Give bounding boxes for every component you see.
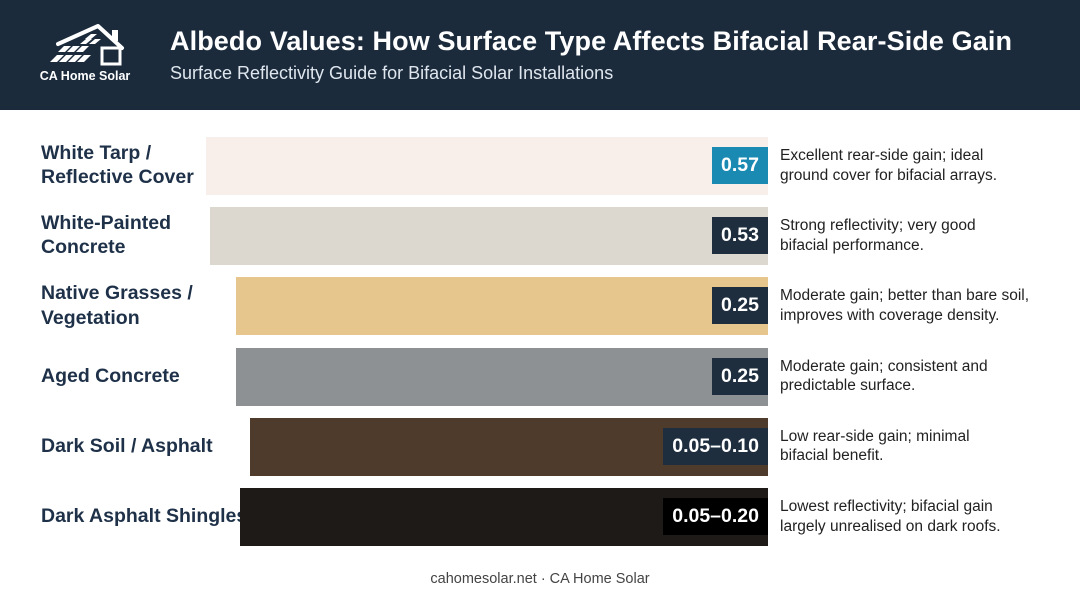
row-description-line: Moderate gain; consistent and [780,357,988,375]
value-label: 0.57 [712,147,768,184]
row-description: Excellent rear-side gain; ideal ground co… [780,137,1070,195]
row-description-line: Lowest reflectivity; bifacial gain [780,498,993,515]
row-description-line: improves with coverage density. [780,307,1000,325]
logo[interactable]: CA Home Solar [30,20,140,90]
category-label: Dark Asphalt Shingles [41,488,256,546]
chart-row: White Tarp / Reflective Cover 0.57 Excellen… [0,137,1080,195]
chart-row: Native Grasses / Vegetation 0.25 Moderate g… [0,277,1080,336]
row-description-line: Excellent rear-side gain; ideal [780,147,984,164]
category-label: Native Grasses / Vegetation [41,277,256,335]
category-label-line: Vegetation [41,306,140,329]
category-label-line: Dark Asphalt Shingles [41,505,248,527]
row-description-line: Moderate gain; better than bare soil, [780,287,1030,305]
row-description: Strong reflectivity; very good bifacial p… [780,207,1070,265]
category-label-line: Aged Concrete [41,364,180,387]
page-title: Albedo Values: How Surface Type Affects … [170,26,1013,56]
category-label: Dark Soil / Asphalt [41,418,256,476]
category-label-line: Reflective Cover [41,166,194,189]
chart-row: Dark Asphalt Shingles 0.05–0.20 Lowest ref… [0,488,1080,546]
chart-row: Dark Soil / Asphalt 0.05–0.10 Low rear-sid… [0,417,1080,476]
value-label: 0.25 [712,357,768,395]
solar-house-icon [50,24,124,66]
row-description-line: largely unrealised on dark roofs. [780,517,1001,535]
category-label-line: Dark Soil / Asphalt [41,434,213,457]
albedo-bar: 0.53 [209,207,768,266]
chart-row: White-Painted Concrete 0.53 Strong reflecti… [0,207,1080,266]
row-description-line: bifacial benefit. [780,447,884,465]
page-subtitle: Surface Reflectivity Guide for Bifacial … [170,63,614,83]
row-description-line: predictable surface. [780,377,916,395]
category-label: White-Painted Concrete [41,207,256,265]
albedo-bar: 0.05–0.10 [249,417,768,476]
chart-row: Aged Concrete 0.25 Moderate gain; consiste… [0,347,1080,406]
category-label-line: White-Painted [41,212,171,235]
category-label: Aged Concrete [41,348,256,406]
row-description: Moderate gain; better than bare soil, imp… [780,277,1070,335]
row-description-line: ground cover for bifacial arrays. [780,166,998,184]
row-description-line: Low rear-side gain; minimal [780,427,970,445]
footer-credit[interactable]: cahomesolar.net · CA Home Solar [430,571,650,587]
value-label: 0.53 [712,217,768,255]
albedo-bar: 0.25 [235,277,768,336]
category-label-line: Concrete [41,236,126,259]
row-description-line: bifacial performance. [780,236,924,254]
albedo-bar: 0.25 [235,347,768,406]
header-banner: CA Home Solar Albedo Values: How Surface… [0,0,1080,110]
row-description: Lowest reflectivity; bifacial gain largel… [780,488,1070,546]
row-description: Low rear-side gain; minimal bifacial bene… [780,418,1070,476]
logo-text: CA Home Solar [39,69,131,83]
value-label: 0.25 [712,287,768,325]
albedo-bar: 0.57 [206,137,768,195]
value-label: 0.05–0.20 [663,498,768,535]
row-description-line: Strong reflectivity; very good [780,217,976,235]
row-description: Moderate gain; consistent and predictable… [780,348,1070,406]
value-label: 0.05–0.10 [663,427,768,465]
albedo-bar: 0.05–0.20 [240,488,768,546]
category-label-line: Native Grasses / [41,282,193,305]
category-label: White Tarp / Reflective Cover [41,137,256,195]
category-label-line: White Tarp / [41,142,152,164]
